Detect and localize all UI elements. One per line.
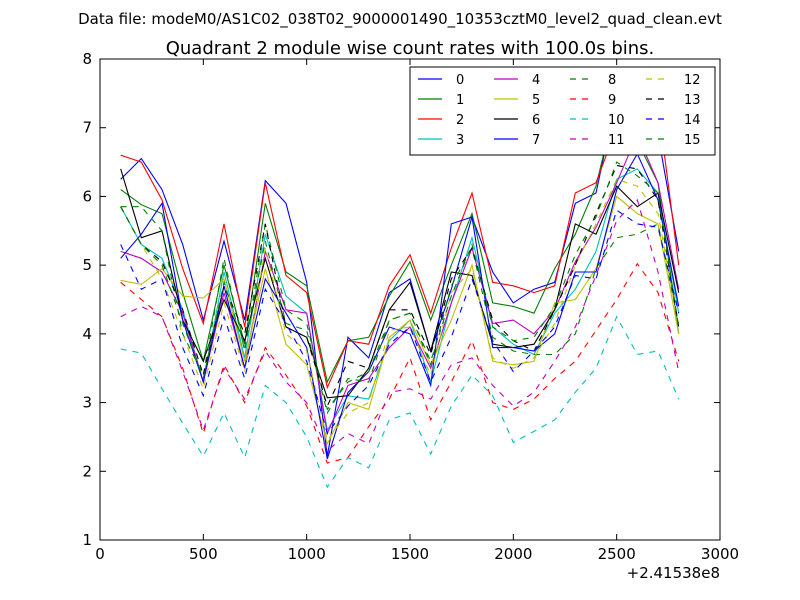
legend-label-14: 14 bbox=[684, 113, 701, 128]
series-line-9 bbox=[120, 262, 680, 464]
series-line-11 bbox=[120, 198, 680, 452]
series-line-5 bbox=[120, 195, 680, 446]
series-line-0 bbox=[120, 94, 680, 457]
legend-label-15: 15 bbox=[684, 133, 701, 148]
x-tick-label: 500 bbox=[189, 545, 218, 563]
series-line-10 bbox=[120, 315, 680, 489]
series-line-2 bbox=[120, 104, 680, 390]
y-tick-label: 2 bbox=[82, 462, 92, 480]
y-tick-label: 3 bbox=[82, 394, 92, 412]
legend-label-12: 12 bbox=[684, 73, 701, 88]
legend-label-6: 6 bbox=[532, 113, 540, 128]
series-line-12 bbox=[120, 178, 680, 442]
legend-box bbox=[409, 66, 716, 156]
legend-label-0: 0 bbox=[456, 73, 464, 88]
legend-label-4: 4 bbox=[532, 73, 540, 88]
legend-label-11: 11 bbox=[608, 133, 625, 148]
legend-label-5: 5 bbox=[532, 93, 540, 108]
series-line-7 bbox=[120, 152, 680, 460]
series-line-13 bbox=[120, 164, 680, 408]
x-tick-label: 0 bbox=[95, 545, 105, 563]
legend-label-2: 2 bbox=[456, 113, 464, 128]
y-tick-label: 4 bbox=[82, 325, 92, 343]
legend-label-9: 9 bbox=[608, 93, 616, 108]
plot-lines bbox=[120, 94, 680, 489]
x-tick-label: 3000 bbox=[701, 545, 739, 563]
series-line-4 bbox=[120, 133, 680, 436]
legend-label-8: 8 bbox=[608, 73, 616, 88]
y-tick-label: 5 bbox=[82, 256, 92, 274]
series-line-1 bbox=[120, 97, 680, 384]
legend-label-3: 3 bbox=[456, 133, 464, 148]
legend-label-1: 1 bbox=[456, 93, 464, 108]
y-tick-label: 1 bbox=[82, 531, 92, 549]
x-tick-label: 2500 bbox=[598, 545, 636, 563]
x-tick-label: 1500 bbox=[391, 545, 429, 563]
series-line-6 bbox=[120, 168, 680, 399]
y-tick-label: 7 bbox=[82, 119, 92, 137]
y-tick-label: 8 bbox=[82, 50, 92, 68]
x-tick-label: 2000 bbox=[494, 545, 532, 563]
x-offset-label: +2.41538e8 bbox=[627, 564, 720, 582]
legend-label-10: 10 bbox=[608, 113, 625, 128]
y-tick-label: 6 bbox=[82, 187, 92, 205]
series-line-14 bbox=[120, 209, 680, 435]
series-line-15 bbox=[120, 161, 680, 415]
chart-title: Quadrant 2 module wise count rates with … bbox=[166, 38, 655, 59]
legend-label-7: 7 bbox=[532, 133, 540, 148]
legend-label-13: 13 bbox=[684, 93, 701, 108]
data-file-suptitle: Data file: modeM0/AS1C02_038T02_90000014… bbox=[78, 10, 722, 29]
x-tick-label: 1000 bbox=[288, 545, 326, 563]
